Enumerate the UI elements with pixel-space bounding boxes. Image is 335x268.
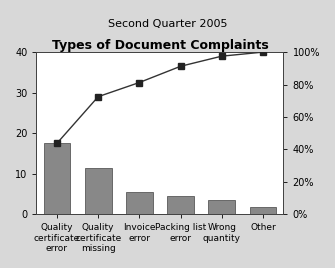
Bar	[85, 168, 112, 214]
Title: Types of Document Complaints: Types of Document Complaints	[52, 39, 268, 52]
Bar	[250, 207, 276, 214]
Bar	[44, 143, 70, 214]
Bar	[208, 200, 235, 214]
Bar	[167, 196, 194, 214]
Bar	[126, 192, 153, 214]
Text: Second Quarter 2005: Second Quarter 2005	[108, 19, 227, 29]
